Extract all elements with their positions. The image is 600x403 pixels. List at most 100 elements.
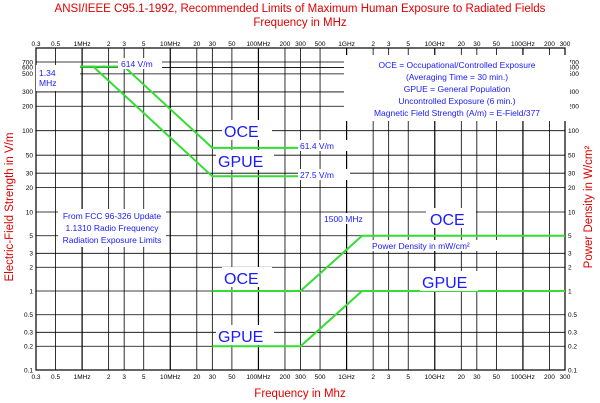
y-tick-label-left: 200 (22, 104, 33, 111)
label-mhz: MHz (39, 78, 56, 88)
x-tick-label-top: 100GHz (511, 41, 535, 48)
y-tick-label-left: 1 (29, 288, 33, 295)
fcc-line-1: From FCC 96-326 Update (63, 211, 162, 221)
x-tick-label-bottom: 200 (280, 374, 291, 381)
x-axis-label: Frequency in Mhz (254, 388, 346, 400)
y-tick-label-right: 2 (568, 265, 572, 272)
y-tick-label-left: 0.5 (24, 312, 33, 319)
x-tick-label-top: 20 (458, 41, 466, 48)
label-gpue-bottom-left: GPUE (218, 329, 263, 346)
fcc-line-3: Radiation Exposure Limits (63, 235, 162, 245)
x-tick-label-top: 200 (544, 41, 555, 48)
x-tick-label-bottom: 500 (315, 374, 326, 381)
x-tick-label-bottom: 20 (193, 374, 201, 381)
y-tick-label-right: 20 (568, 185, 576, 192)
y-tick-label-left: 100 (22, 128, 33, 135)
y-tick-label-right: 30 (568, 171, 576, 178)
y-tick-label-right: 0.5 (568, 312, 577, 319)
x-tick-label-bottom: 10GHz (425, 374, 445, 381)
x-tick-label-bottom: 30 (473, 374, 481, 381)
annotations: 1.34 MHz 614 V/m OCE GPUE 61.4 V/m 27.5 … (36, 55, 570, 346)
y-tick-label-right: 0.3 (568, 330, 577, 337)
x-tick-label-top: 0.3 (31, 41, 40, 48)
x-tick-label-bottom: 5 (406, 374, 410, 381)
legend-line-4: Uncontrolled Exposure (6 min.) (398, 96, 515, 106)
y-axis-label-right: Power Density in W/cm² (583, 145, 595, 268)
x-tick-label-bottom: 3 (387, 374, 391, 381)
y-tick-label-right: 600 (568, 65, 579, 72)
x-tick-label-top: 300 (295, 41, 306, 48)
y-tick-label-left: 600 (22, 65, 33, 72)
label-1-34: 1.34 (39, 68, 56, 78)
x-tick-label-top: 50 (228, 41, 236, 48)
x-tick-label-bottom: 10MHz (160, 374, 181, 381)
y-tick-label-left: 0.1 (24, 367, 33, 374)
y-tick-label-left: 10 (26, 209, 34, 216)
y-tick-label-left: 700 (22, 59, 33, 66)
label-power-density-units: Power Density in mW/cm² (372, 241, 470, 251)
x-tick-label-top: 30 (209, 41, 217, 48)
x-tick-label-top: 2 (107, 41, 111, 48)
label-61-4: 61.4 V/m (300, 141, 334, 151)
y-tick-label-right: 200 (568, 104, 579, 111)
x-tick-label-top: 5 (142, 41, 146, 48)
legend-line-3: GPUE = General Population (404, 84, 511, 94)
y-tick-label-left: 2 (29, 265, 33, 272)
x-tick-label-bottom: 50 (228, 374, 236, 381)
x-tick-label-bottom: 20 (458, 374, 466, 381)
y-tick-label-right: 500 (568, 71, 579, 78)
x-tick-label-top: 100MHz (246, 41, 270, 48)
x-tick-label-top: 500 (315, 41, 326, 48)
y-tick-label-right: 100 (568, 128, 579, 135)
x-tick-label-top: 2 (371, 41, 375, 48)
label-27-5: 27.5 V/m (300, 170, 334, 180)
y-tick-label-right: 0.2 (568, 344, 577, 351)
x-tick-label-top: 1GHz (338, 41, 355, 48)
label-gpue-bottom-right: GPUE (422, 275, 467, 292)
label-oce-bottom-left: OCE (224, 271, 259, 288)
x-tick-label-bottom: 100GHz (511, 374, 535, 381)
x-tick-label-bottom: 300 (560, 374, 571, 381)
y-tick-label-right: 50 (568, 152, 576, 159)
y-tick-label-right: 0.1 (568, 367, 577, 374)
x-tick-label-bottom: 2 (107, 374, 111, 381)
x-tick-label-top: 200 (280, 41, 291, 48)
y-tick-label-left: 300 (22, 89, 33, 96)
x-tick-label-bottom: 2 (371, 374, 375, 381)
chart-top-axis-title: Frequency in MHz (253, 17, 347, 29)
y-tick-label-right: 5 (568, 233, 572, 240)
y-tick-label-left: 3 (29, 251, 33, 258)
y-tick-label-left: 30 (26, 171, 34, 178)
y-tick-label-right: 10 (568, 209, 576, 216)
y-tick-label-right: 300 (568, 89, 579, 96)
y-tick-label-left: 5 (29, 233, 33, 240)
x-tick-label-bottom: 5 (142, 374, 146, 381)
x-tick-label-bottom: 1GHz (338, 374, 355, 381)
y-tick-label-left: 50 (26, 152, 34, 159)
y-tick-label-right: 700 (568, 59, 579, 66)
y-tick-label-left: 0.3 (24, 330, 33, 337)
x-tick-label-top: 5 (406, 41, 410, 48)
label-1500mhz: 1500 MHz (324, 214, 363, 224)
x-tick-label-top: 3 (122, 41, 126, 48)
x-tick-label-top: 0.5 (51, 41, 60, 48)
x-tick-label-top: 50 (493, 41, 501, 48)
x-tick-label-top: 10MHz (160, 41, 181, 48)
x-tick-label-bottom: 50 (493, 374, 501, 381)
x-tick-label-bottom: 1MHz (74, 374, 91, 381)
series-line-oce-power-density (212, 234, 565, 292)
y-tick-label-right: 1 (568, 288, 572, 295)
y-tick-label-left: 500 (22, 71, 33, 78)
fcc-line-2: 1.1310 Radio Frequency (65, 223, 159, 233)
x-tick-label-bottom: 100MHz (246, 374, 270, 381)
x-tick-label-top: 10GHz (425, 41, 445, 48)
tick-labels: 0.30.30.50.51MHz1MHz22335510MHz10MHz2020… (22, 41, 579, 381)
x-tick-label-top: 20 (193, 41, 201, 48)
label-oce-top: OCE (224, 124, 259, 141)
y-tick-label-left: 20 (26, 185, 34, 192)
x-tick-label-top: 300 (560, 41, 571, 48)
chart-title: ANSI/IEEE C95.1-1992, Recommended Limits… (55, 3, 546, 15)
x-tick-label-top: 3 (387, 41, 391, 48)
